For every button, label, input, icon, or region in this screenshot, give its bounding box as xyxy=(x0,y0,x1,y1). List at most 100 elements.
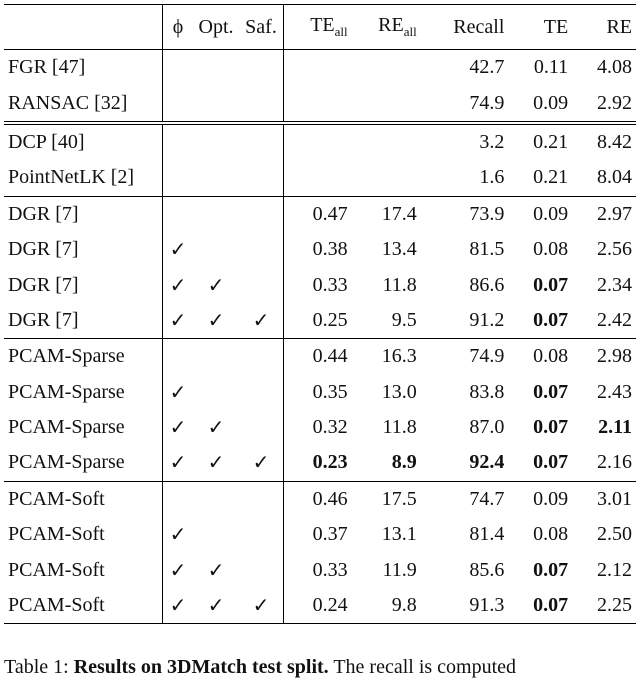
table-cell: 2.25 xyxy=(572,587,636,625)
table-row: PCAM-Soft ✓ 0.37 13.1 81.4 0.08 2.50 xyxy=(4,517,636,553)
empty-cell xyxy=(163,481,194,517)
empty-cell xyxy=(239,85,284,125)
header-sub: all xyxy=(403,24,417,39)
column-header: RE xyxy=(572,4,636,50)
row-group: DGR [7] 0.47 17.4 73.9 0.09 2.97 DGR [7] ✓ 0.38 1… xyxy=(4,196,636,340)
table-cell: 0.44 xyxy=(312,345,348,368)
cell-text: 0.07 xyxy=(533,594,569,617)
table-cell: DGR [7] xyxy=(4,302,163,340)
table-cell: ✓ xyxy=(162,445,193,482)
table-cell: 0.07 xyxy=(508,445,573,482)
table-cell: 74.9 xyxy=(420,85,509,125)
table-cell: ✓ xyxy=(207,417,225,440)
table-cell: 0.07 xyxy=(508,267,572,302)
table-cell: 0.32 xyxy=(312,416,348,439)
table-row: DGR [7] ✓ ✓ 0.33 11.8 86.6 0.07 2.34 xyxy=(4,267,636,303)
empty-cell xyxy=(239,374,284,410)
empty-cell xyxy=(239,267,284,303)
table-cell: 8.04 xyxy=(572,160,636,197)
header-main: TE xyxy=(310,14,335,36)
table-cell: 0.09 xyxy=(533,202,569,225)
empty-cell xyxy=(193,50,239,86)
table-cell: 0.08 xyxy=(533,523,569,546)
column-header xyxy=(4,4,163,50)
column-header: Saf. xyxy=(239,4,284,50)
table-cell: 8.9 xyxy=(351,445,421,482)
cell-text: 0.07 xyxy=(533,558,569,581)
table-row: RANSAC [32] 74.9 0.09 2.92 xyxy=(4,85,636,125)
table-cell: 2.92 xyxy=(572,85,636,125)
table-cell: 2.56 xyxy=(597,238,632,261)
empty-cell xyxy=(163,123,194,160)
table-cell: ✓ xyxy=(169,274,187,297)
table-cell: 42.7 xyxy=(469,56,505,79)
caption: Table 1: Results on 3DMatch test split. … xyxy=(4,656,516,679)
table-cell: 4.08 xyxy=(597,56,632,79)
table-cell: 85.6 xyxy=(469,558,505,581)
caption-label: Table 1: xyxy=(4,656,69,678)
table-row: PCAM-Soft ✓ ✓ ✓ 0.24 9.8 91.3 0.07 2.25 xyxy=(4,587,636,625)
cell-text: 0.07 xyxy=(533,416,569,439)
empty-cell xyxy=(193,160,239,197)
table-cell: 17.4 xyxy=(381,202,417,225)
table-cell: 0.08 xyxy=(533,238,569,261)
empty-cell xyxy=(239,160,284,197)
empty-cell xyxy=(284,50,352,86)
empty-cell xyxy=(284,123,352,160)
table-cell: ✓ xyxy=(169,524,187,547)
empty-cell xyxy=(239,517,284,553)
table-cell: ✓ xyxy=(162,587,193,625)
table-cell: 2.98 xyxy=(597,345,632,368)
table-row: DGR [7] ✓ 0.38 13.4 81.5 0.08 2.56 xyxy=(4,231,636,268)
table-row: FGR [47] 42.7 0.11 4.08 xyxy=(4,49,636,86)
column-header: REall xyxy=(351,4,421,50)
empty-cell xyxy=(283,160,352,197)
table-cell: 2.43 xyxy=(597,380,632,403)
empty-cell xyxy=(193,339,239,375)
table-cell: 74.9 xyxy=(469,345,505,368)
table-cell: 11.8 xyxy=(382,416,417,439)
table-cell: 2.42 xyxy=(572,302,636,340)
empty-cell xyxy=(193,123,239,160)
table-row: DCP [40] 3.2 0.21 8.42 xyxy=(4,122,636,161)
results-table: ϕ Opt. Saf. TEall REall Recall TE RE FGR [47] 42… xyxy=(4,4,636,625)
table-cell: ✓ xyxy=(207,274,225,297)
table-row: PCAM-Sparse ✓ ✓ 0.32 11.8 87.0 0.07 2.11 xyxy=(4,409,636,446)
table-cell: 73.9 xyxy=(469,202,505,225)
table-cell: 2.97 xyxy=(597,202,632,225)
table-cell: PCAM-Sparse xyxy=(4,374,163,410)
table-cell: 3.2 xyxy=(479,130,505,153)
table-cell: ✓ xyxy=(239,587,284,625)
empty-cell xyxy=(239,409,284,446)
table-cell: 0.07 xyxy=(508,410,572,445)
empty-cell xyxy=(239,196,284,232)
table-cell: 0.21 xyxy=(508,160,573,197)
table-row: PointNetLK [2] 1.6 0.21 8.04 xyxy=(4,160,636,197)
table-cell: 0.25 xyxy=(283,302,352,340)
table-cell: 0.33 xyxy=(312,558,348,581)
table-cell: 0.07 xyxy=(508,587,573,625)
cell-text: 0.07 xyxy=(533,451,569,474)
cell-text: 0.07 xyxy=(533,273,569,296)
table-cell: RANSAC [32] xyxy=(4,85,163,125)
empty-cell xyxy=(239,49,284,86)
table-row: DGR [7] ✓ ✓ ✓ 0.25 9.5 91.2 0.07 2.42 xyxy=(4,302,636,340)
table-cell: 0.24 xyxy=(283,587,352,625)
table-cell: PCAM-Soft xyxy=(4,481,163,518)
table-cell: ✓ xyxy=(169,559,187,582)
table-cell: 91.3 xyxy=(420,587,509,625)
empty-cell xyxy=(239,231,284,268)
empty-cell xyxy=(162,160,193,197)
table-cell: 8.42 xyxy=(597,130,632,153)
table-cell: ✓ xyxy=(207,559,225,582)
table-cell: 0.09 xyxy=(533,487,569,510)
empty-cell xyxy=(193,517,239,552)
table-cell: ✓ xyxy=(193,587,239,625)
empty-cell xyxy=(163,196,194,232)
table-cell: ✓ xyxy=(193,445,239,482)
empty-cell xyxy=(351,160,421,197)
row-group: PCAM-Sparse 0.44 16.3 74.9 0.08 2.98 PCAM-Spar… xyxy=(4,338,636,482)
table-cell: 0.07 xyxy=(508,552,572,587)
row-group: PCAM-Soft 0.46 17.5 74.7 0.09 3.01 PCAM-Soft ✓ 0… xyxy=(4,481,636,625)
